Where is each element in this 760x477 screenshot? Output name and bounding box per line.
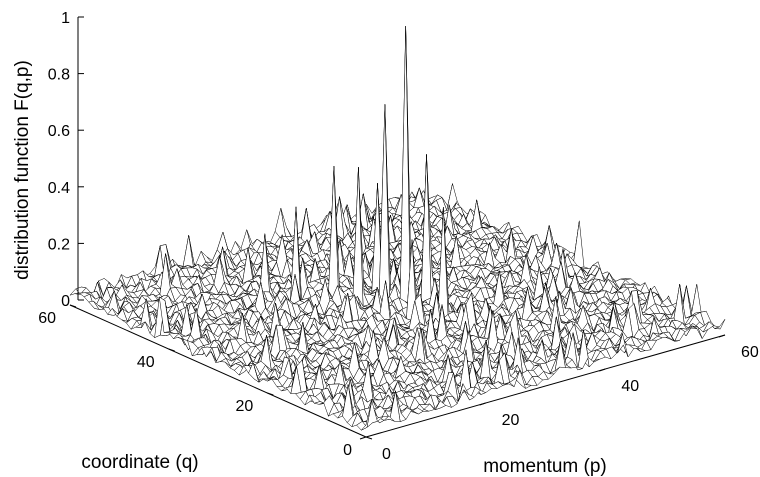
surface-cell [361,400,372,431]
q-tick [168,348,175,352]
z-tick-label: 0.6 [48,123,70,140]
q-tick [365,436,373,440]
surface-mesh [69,26,726,431]
p-axis-line [365,334,726,438]
p-tick-label: 20 [502,412,520,429]
p-axis-label: momentum (p) [483,456,607,477]
z-tick-label: 0.2 [48,236,70,253]
q-axis-line [69,304,367,438]
p-tick [599,368,606,372]
z-tick-label: 0.4 [48,180,70,197]
q-axis-label: coordinate (q) [81,452,198,473]
z-tick-label: 0 [61,293,70,310]
q-tick [267,392,274,396]
p-tick [479,402,486,406]
z-axis-label: distribution function F(q,p) [12,60,33,280]
surface-cell [690,284,702,317]
z-tick-label: 1 [61,10,70,27]
z-tick-label: 0.8 [48,67,70,84]
p-tick-label: 60 [741,344,759,361]
q-tick-label: 60 [38,310,56,327]
p-tick-label: 0 [382,446,391,463]
axes: 0 0.2 0.4 0.6 0.8 1 0 20 40 60 0 20 40 60 [38,10,759,463]
p-tick [359,436,367,440]
q-tick-label: 0 [343,442,352,459]
surface-cell [573,220,585,268]
p-tick [718,334,726,338]
q-tick-label: 20 [236,398,254,415]
q-tick-label: 40 [137,354,155,371]
q-tick [69,304,77,308]
p-tick-label: 40 [621,378,639,395]
